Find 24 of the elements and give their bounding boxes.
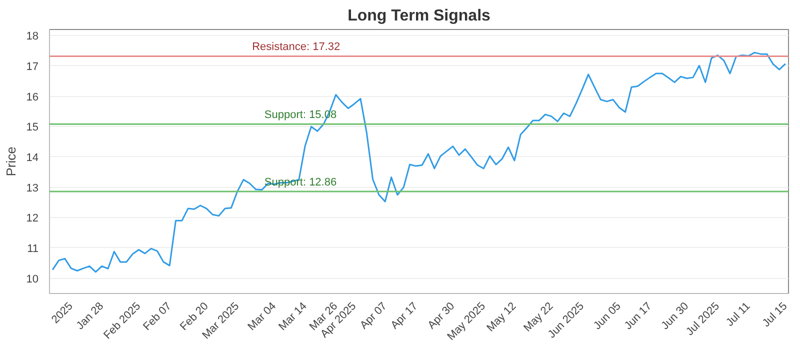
x-tick-label: Jun 17	[622, 300, 654, 332]
x-tick-label: Jul 11	[724, 300, 753, 329]
x-tick-label: Mar 14	[276, 300, 310, 333]
x-tick-label: Apr 17	[388, 300, 420, 332]
y-tick-label: 11	[27, 242, 39, 255]
y-tick-label: 15	[26, 122, 39, 134]
x-tick-label: May 12	[484, 300, 519, 334]
x-tick-label: Apr 07	[358, 300, 390, 332]
y-tick-label: 17	[26, 60, 39, 73]
y-tick-label: 18	[26, 30, 39, 43]
x-tick-label: Feb 07	[141, 300, 174, 333]
line-series	[52, 52, 786, 273]
y-tick-label: 13	[26, 182, 39, 194]
y-axis-title: Price	[3, 146, 18, 176]
chart-title: Long Term Signals	[348, 8, 491, 24]
x-tick-label: Jan 28	[74, 300, 106, 332]
ref-line-label: Resistance: 17.32	[252, 41, 340, 54]
x-tick-label: Mar 04	[246, 300, 279, 333]
y-tick-label: 12	[26, 212, 39, 225]
x-tick-label: Jul 15	[760, 300, 790, 330]
y-tick-label: 14	[26, 152, 39, 164]
y-tick-label: 16	[26, 91, 39, 104]
y-tick-label: 10	[26, 273, 39, 286]
x-tick-label: Jun 05	[592, 300, 624, 332]
